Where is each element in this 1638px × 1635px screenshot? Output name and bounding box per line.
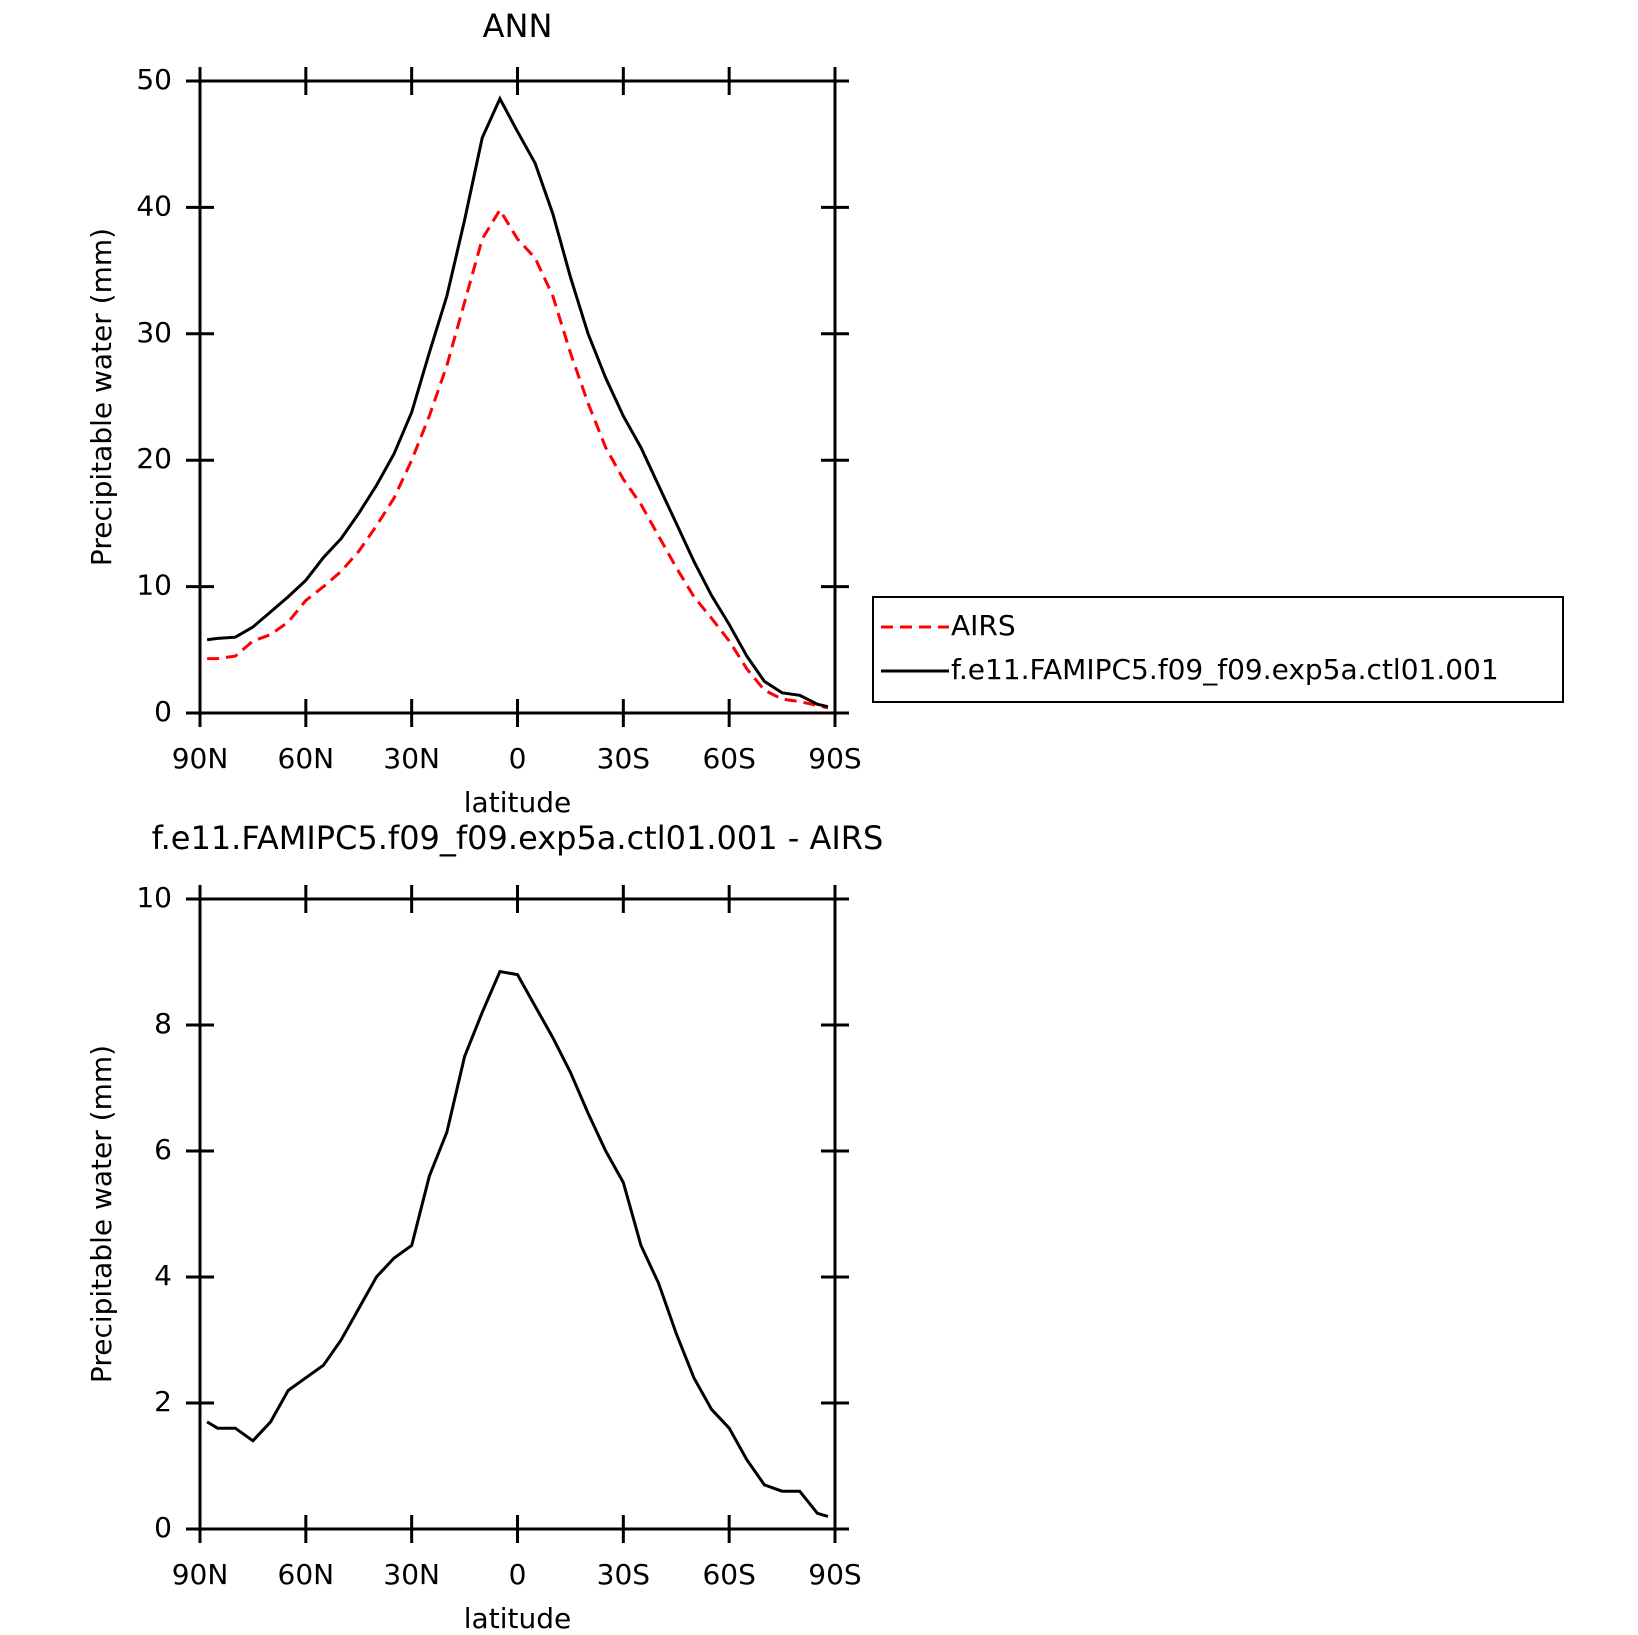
- x-axis-label: latitude: [464, 1602, 571, 1635]
- y-tick-label: 6: [154, 1133, 172, 1166]
- x-tick-label: 30S: [597, 1558, 650, 1591]
- data-line: [206, 969, 829, 1518]
- x-tick-label: 30N: [383, 742, 440, 775]
- y-tick-label: 10: [136, 569, 172, 602]
- x-tick-label: 60N: [278, 1558, 335, 1591]
- chart-title: f.e11.FAMIPC5.f09_f09.exp5a.ctl01.001 - …: [152, 819, 884, 857]
- x-tick-label: 60N: [278, 742, 335, 775]
- y-tick-label: 30: [136, 316, 172, 349]
- data-line: [206, 95, 829, 709]
- legend-label: AIRS: [951, 609, 1016, 642]
- y-tick-label: 50: [136, 63, 172, 96]
- x-tick-label: 0: [509, 742, 527, 775]
- chart-title: ANN: [483, 7, 553, 45]
- plot-frame: [198, 897, 837, 1531]
- x-tick-label: 60S: [702, 1558, 755, 1591]
- x-axis-label: latitude: [464, 786, 571, 819]
- x-tick-label: 90N: [172, 742, 229, 775]
- y-tick-label: 20: [136, 442, 172, 475]
- x-tick-label: 60S: [702, 742, 755, 775]
- y-axis-label: Precipitable water (mm): [85, 228, 118, 566]
- y-tick-label: 40: [136, 189, 172, 222]
- x-tick-label: 30N: [383, 1558, 440, 1591]
- legend-box: [872, 596, 1564, 703]
- x-tick-label: 0: [509, 1558, 527, 1591]
- y-tick-label: 8: [154, 1007, 172, 1040]
- y-axis-label: Precipitable water (mm): [85, 1045, 118, 1383]
- legend-label: f.e11.FAMIPC5.f09_f09.exp5a.ctl01.001: [951, 653, 1499, 686]
- x-tick-label: 90S: [808, 1558, 861, 1591]
- y-tick-label: 10: [136, 881, 172, 914]
- y-tick-label: 2: [154, 1385, 172, 1418]
- plot-frame: [198, 79, 837, 715]
- x-tick-label: 90S: [808, 742, 861, 775]
- x-tick-label: 30S: [597, 742, 650, 775]
- x-tick-label: 90N: [172, 1558, 229, 1591]
- y-tick-label: 4: [154, 1259, 172, 1292]
- y-tick-label: 0: [154, 695, 172, 728]
- data-line: [207, 207, 829, 710]
- y-tick-label: 0: [154, 1511, 172, 1544]
